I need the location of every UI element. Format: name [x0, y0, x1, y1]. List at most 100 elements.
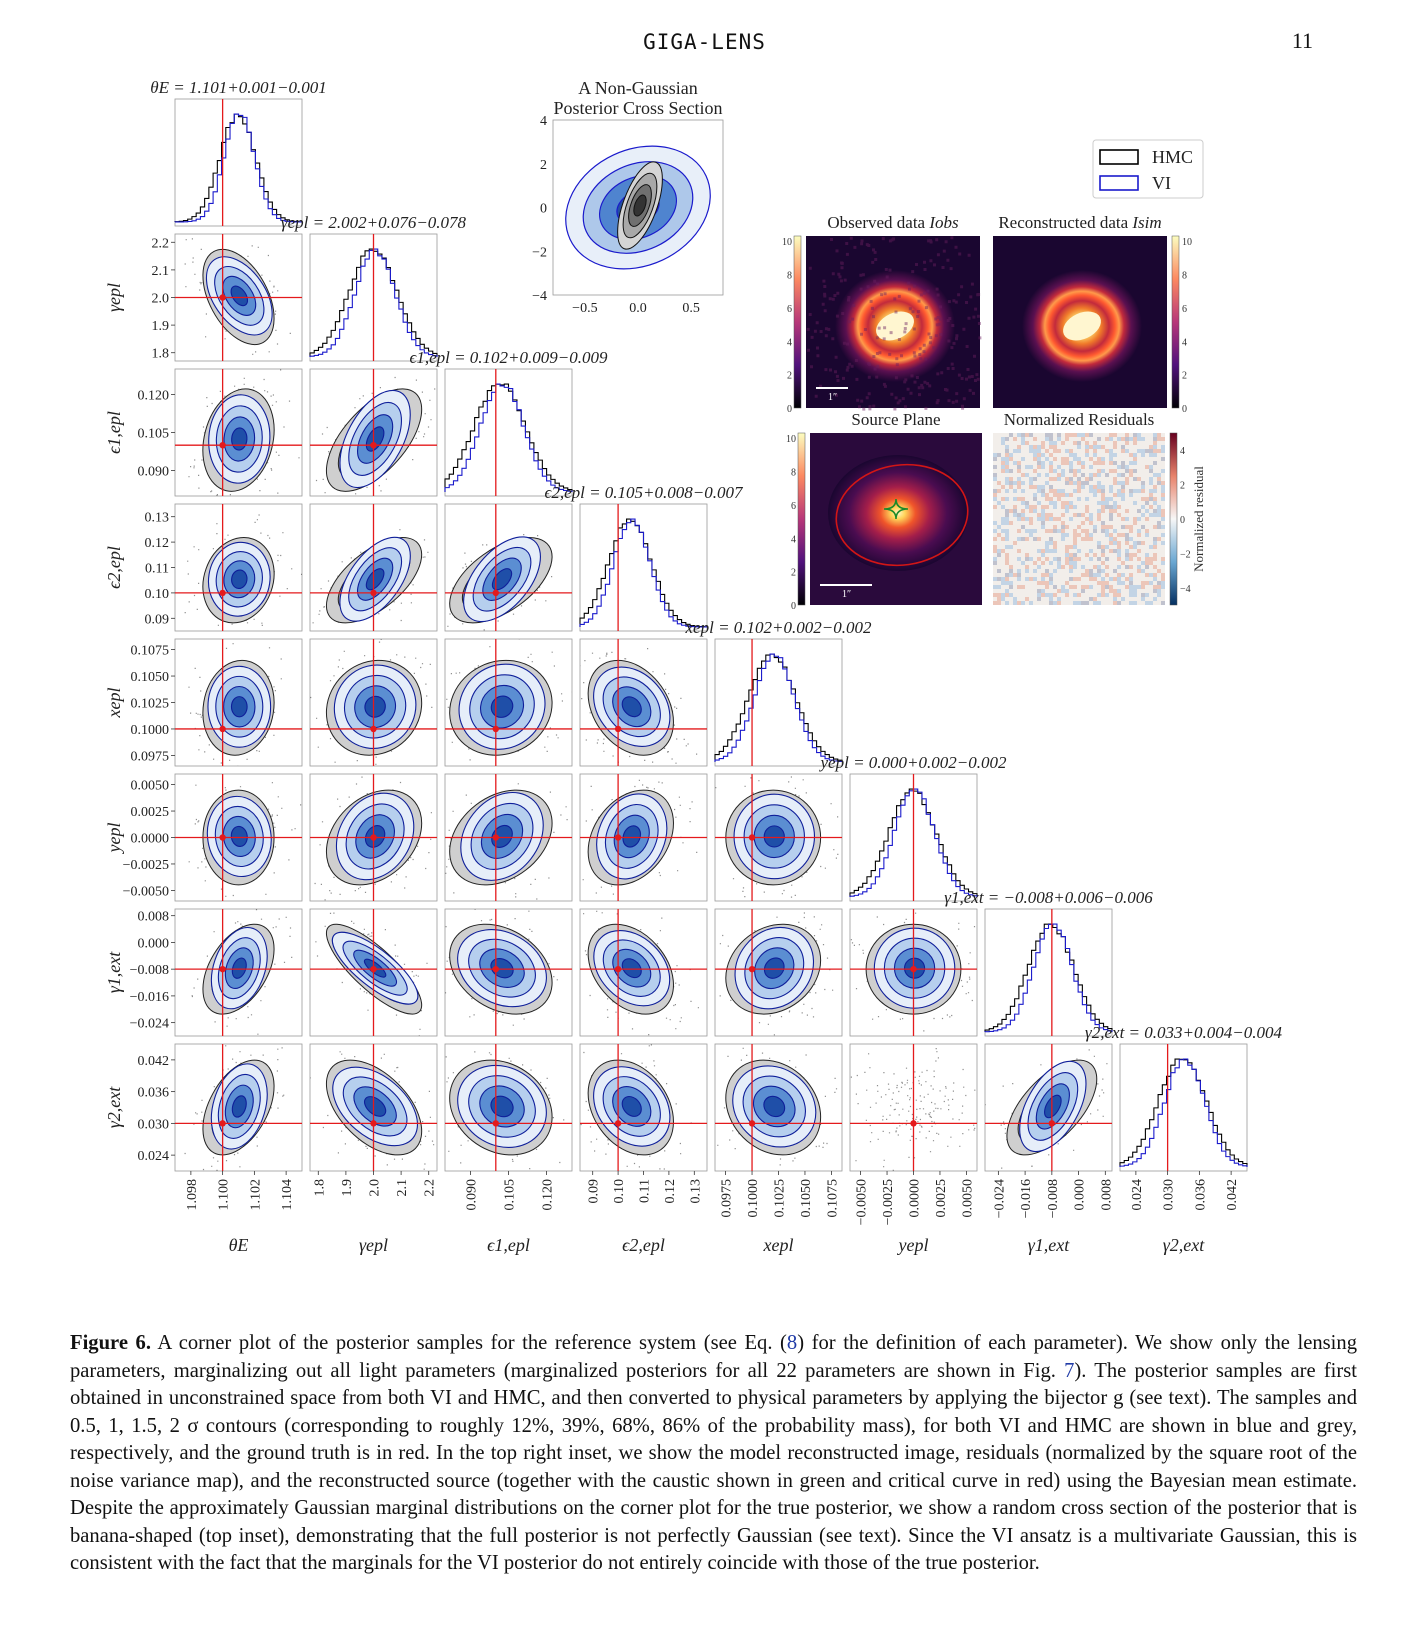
y-axis-label: yepl: [104, 823, 124, 855]
x-axis-label: γepl: [359, 1235, 388, 1255]
y-axis-4: 0.09 0.10 0.11 0.12 0.13 ϵ2,epl: [104, 511, 175, 627]
truth-point: [370, 725, 377, 733]
x-tick-label: 0.10: [612, 1179, 627, 1204]
inset-y-tick: −2: [532, 245, 547, 260]
x-tick-label: 1.9: [340, 1179, 355, 1197]
corner-plot: θE = 1.101+0.001−0.001 γepl = 2.002+0.076…: [104, 78, 1282, 1255]
inset-x-tick: 0.5: [682, 301, 700, 316]
histogram-8: γ2,ext = 0.033+0.004−0.004: [1085, 1023, 1282, 1172]
caption-reference[interactable]: 8: [786, 1332, 798, 1354]
contour-panel-4-2: [309, 503, 438, 632]
histogram-3: ϵ1,epl = 0.102+0.009−0.009: [409, 348, 608, 497]
caustic: [883, 498, 909, 520]
x-axis-7: −0.024 −0.016 −0.008 0.000 0.008 γ1,ext: [992, 1171, 1114, 1255]
x-axis-6: −0.0050 −0.0025 0.0000 0.0025 0.0050 yepl: [855, 1171, 975, 1255]
image-panels-inset: Observed data Iobs 0 2 4 6 8 10 1″ Reconstructed…: [782, 213, 1206, 612]
colorbar-tick: 6: [787, 304, 792, 315]
vi-contour: [491, 824, 513, 848]
truth-point: [910, 965, 917, 973]
y-tick-label: 0.11: [145, 562, 169, 577]
y-axis-2: 1.8 1.9 2.0 2.1 2.2 γepl: [104, 236, 175, 362]
y-tick-label: −0.0050: [123, 884, 169, 899]
colorbar-tick: 2: [791, 568, 796, 579]
x-tick-label: 0.024: [1130, 1179, 1145, 1211]
x-tick-label: 2.2: [423, 1179, 438, 1197]
x-tick-label: 0.1050: [799, 1179, 814, 1218]
y-tick-label: 0.024: [138, 1149, 170, 1164]
inset-title-line-1: A Non-Gaussian: [578, 78, 698, 98]
colorbar-tick: 2: [1180, 481, 1185, 492]
vi-contour: [364, 695, 386, 718]
histogram-title: γ1,ext = −0.008+0.006−0.006: [944, 888, 1153, 907]
x-tick-label: 0.090: [464, 1179, 479, 1211]
panel-title: Observed data Iobs: [827, 213, 959, 232]
panel-title: Source Plane: [851, 410, 940, 429]
image-panel-2: Reconstructed data Isim 0 2 4 6 8 10: [993, 213, 1192, 415]
contour-panel-6-2: [309, 773, 438, 902]
x-tick-label: 2.1: [395, 1179, 410, 1197]
vi-histogram: [1119, 1058, 1248, 1167]
y-axis-3: 0.090 0.105 0.120 ϵ1,epl: [104, 388, 175, 480]
contour-panel-8-4: [579, 1043, 708, 1172]
truth-point: [748, 1120, 756, 1127]
vi-contour: [491, 568, 513, 591]
histogram-title: ϵ2,epl = 0.105+0.008−0.007: [544, 483, 744, 502]
vi-contour: [621, 958, 642, 979]
truth-point: [219, 1120, 226, 1127]
y-axis-label: γepl: [104, 283, 124, 312]
colorbar-tick: 2: [1182, 371, 1187, 382]
truth-point: [614, 725, 622, 733]
x-tick-label: 0.105: [503, 1179, 518, 1211]
caption-body: A corner plot of the posterior samples f…: [70, 1332, 1357, 1574]
colorbar-tick: 6: [1182, 304, 1187, 315]
x-tick-label: 0.000: [1073, 1179, 1088, 1211]
x-tick-label: 0.09: [587, 1179, 602, 1204]
contour-panel-8-1: [174, 1043, 303, 1172]
x-tick-label: −0.0025: [881, 1179, 896, 1225]
x-axis-1: 1.098 1.100 1.102 1.104 θE: [185, 1171, 295, 1255]
inset-y-tick: 2: [540, 158, 547, 173]
hmc-contour: [633, 194, 647, 217]
x-tick-label: 0.1000: [746, 1179, 761, 1218]
colorbar-tick: 10: [782, 237, 792, 248]
colorbar-tick: 0: [1180, 515, 1185, 526]
y-tick-label: 0.030: [138, 1117, 170, 1132]
y-axis-5: 0.0975 0.1000 0.1025 0.1050 0.1075 xepl: [104, 644, 175, 764]
scale-bar-label: 1″: [828, 392, 837, 403]
y-tick-label: 0.1000: [131, 723, 170, 738]
y-tick-label: −0.024: [130, 1017, 169, 1032]
histogram-2: γepl = 2.002+0.076−0.078: [281, 213, 467, 362]
truth-point: [614, 1120, 622, 1127]
truth-point: [219, 589, 226, 597]
lens-core: [876, 311, 914, 341]
panel-frame: [579, 503, 708, 632]
x-tick-label: −0.008: [1046, 1179, 1061, 1218]
x-axis-label: θE: [229, 1235, 249, 1255]
x-tick-label: 1.102: [248, 1179, 263, 1211]
vi-contour: [621, 1095, 642, 1117]
contour-panel-6-5: [714, 773, 843, 902]
x-tick-label: 0.036: [1193, 1179, 1208, 1211]
residual-negative: [993, 433, 1165, 605]
y-tick-label: −0.0025: [123, 858, 169, 873]
y-axis-label: xepl: [104, 688, 124, 719]
caption-text: A corner plot of the posterior samples f…: [150, 1332, 787, 1354]
contour-panel-8-3: [444, 1043, 573, 1172]
image-panel-3: Source Plane 0 2 4 6 8 10 1″: [786, 410, 982, 612]
vi-contour: [363, 1096, 387, 1117]
contour-panel-8-6: [849, 1043, 978, 1172]
x-axis-label: ϵ2,epl: [622, 1235, 665, 1255]
x-axis-8: 0.024 0.030 0.036 0.042 γ2,ext: [1130, 1171, 1240, 1255]
inset-title-line-2: Posterior Cross Section: [554, 98, 723, 118]
inset-y-tick: 0: [540, 202, 547, 217]
colorbar-tick: −2: [1180, 549, 1191, 560]
contour-panel-7-6: [849, 908, 978, 1037]
colorbar-tick: 8: [1182, 271, 1187, 282]
caption-reference[interactable]: 7: [1064, 1359, 1075, 1382]
contour-panel-7-3: [444, 908, 573, 1037]
contour-panel-6-1: [174, 773, 303, 902]
sample-scatter: [715, 912, 834, 1036]
y-tick-label: 0.120: [138, 388, 170, 403]
y-tick-label: −0.008: [130, 963, 169, 978]
contour-panel-5-2: [309, 638, 438, 767]
